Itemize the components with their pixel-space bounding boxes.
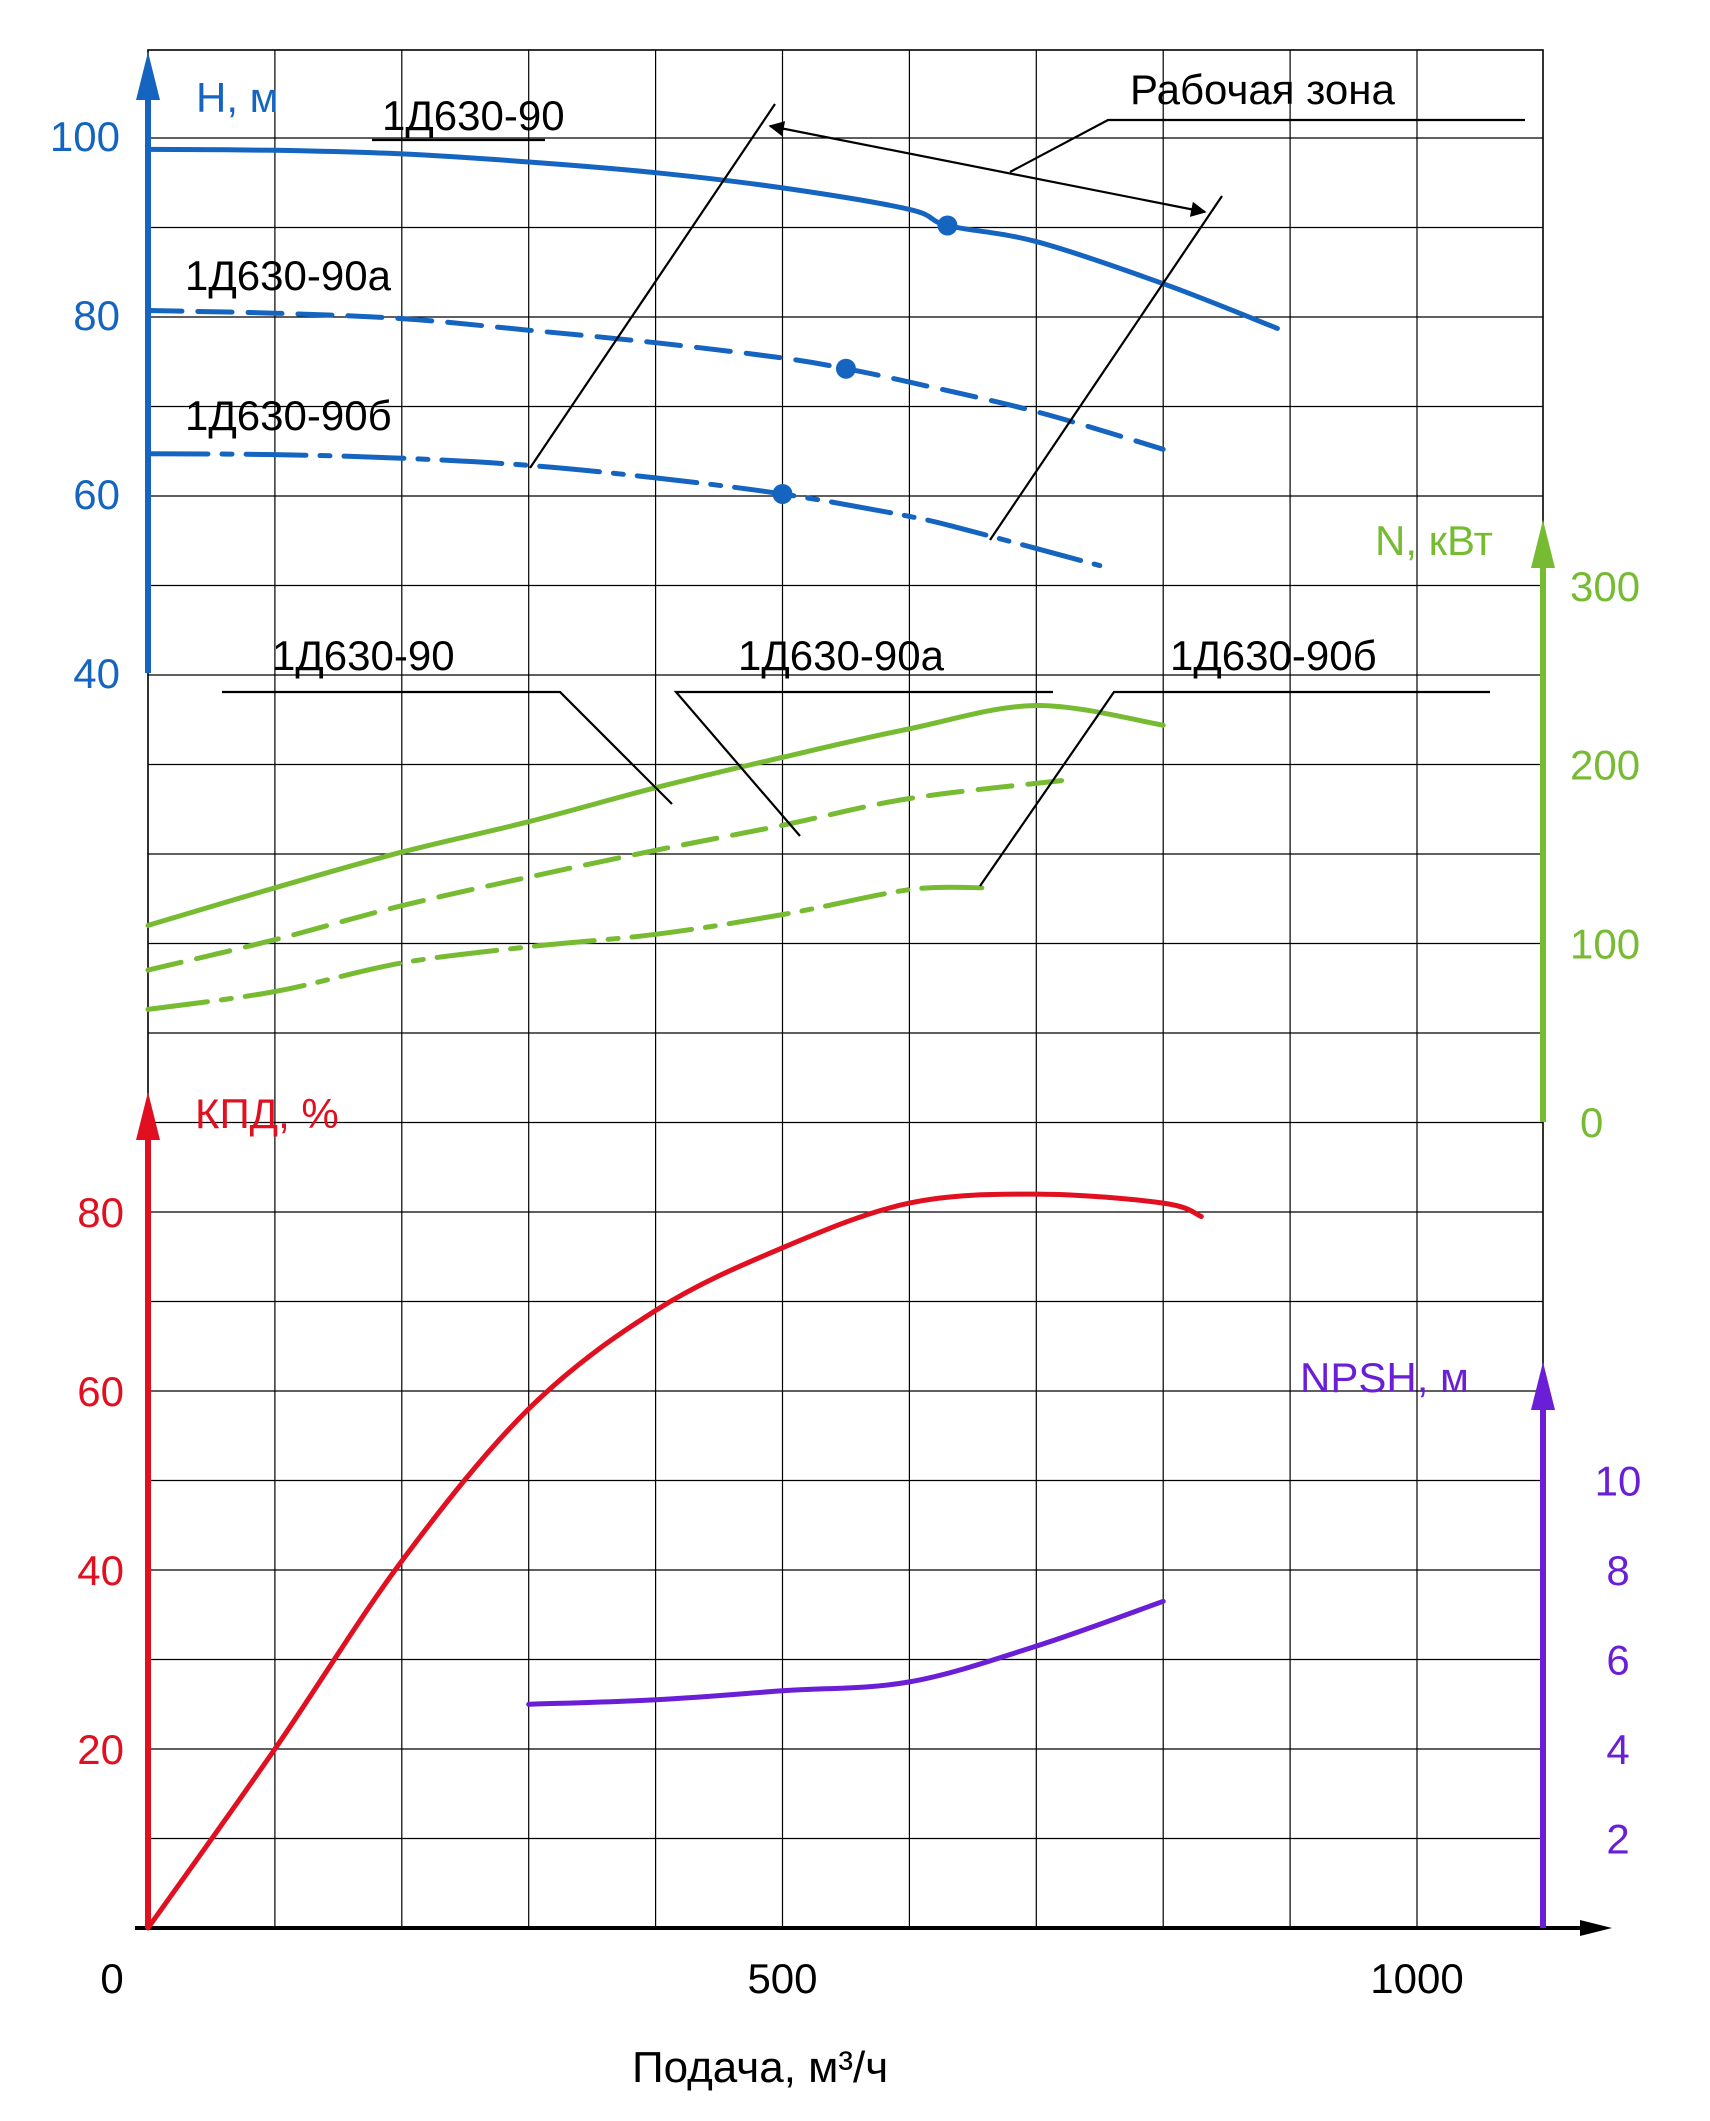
efficiency-axis-arrowhead: [136, 1092, 160, 1140]
grid: [147, 49, 1544, 1929]
head-tick-label: 100: [50, 113, 120, 160]
efficiency-tick-label: 80: [77, 1189, 124, 1236]
working-zone-span-arrow: [768, 121, 1207, 217]
efficiency-tick-label: 60: [77, 1368, 124, 1415]
working-zone-left-boundary: [529, 103, 776, 469]
power-tick-label: 0: [1580, 1099, 1603, 1146]
npsh-axis-label: NPSH, м: [1300, 1354, 1469, 1401]
power-tick-label: 200: [1570, 742, 1640, 789]
power-label-1d630-90b: 1Д630-90б: [1170, 632, 1377, 679]
efficiency-series-1: [145, 1191, 1204, 1931]
head-axis-arrowhead: [136, 52, 160, 100]
x-tick-label: 500: [747, 1955, 817, 2002]
head-label-1d630-90b: 1Д630-90б: [185, 392, 392, 439]
head-axis-label: H, м: [196, 74, 279, 121]
power-axis-arrowhead: [1531, 520, 1555, 568]
efficiency-axis-label: КПД, %: [195, 1090, 339, 1137]
power-series-2: [145, 778, 1065, 973]
working-zone-label: Рабочая зона: [1130, 66, 1395, 113]
head-duty-point-3: [772, 484, 793, 504]
head-tick-label: 80: [73, 292, 120, 339]
head-duty-point-1: [937, 215, 958, 236]
power-axis-label: N, кВт: [1375, 517, 1493, 564]
npsh-tick-label: 6: [1606, 1637, 1629, 1684]
annotations: [222, 103, 1525, 887]
power-tick-label: 100: [1570, 920, 1640, 967]
x-axis-arrowhead: [1580, 1920, 1612, 1936]
working-zone-right-boundary: [989, 195, 1223, 541]
head-series-1: [145, 146, 1280, 331]
x-tick-label: 0: [100, 1955, 123, 2002]
power-label-1d630-90: 1Д630-90: [272, 632, 455, 679]
power-leader-1d630-90a: [673, 690, 1053, 837]
working-zone-leader: [1009, 118, 1525, 173]
power-leader-1d630-90: [222, 690, 673, 805]
head-label-1d630-90: 1Д630-90: [382, 92, 565, 139]
head-series-2: [145, 308, 1166, 452]
efficiency-tick-label: 40: [77, 1547, 124, 1594]
x-axis-label: Подача, м³/ч: [632, 2043, 888, 2092]
npsh-tick-label: 10: [1595, 1458, 1642, 1505]
head-label-1d630-90a: 1Д630-90а: [185, 252, 392, 299]
power-tick-label: 300: [1570, 563, 1640, 610]
npsh-axis-arrowhead: [1531, 1362, 1555, 1410]
npsh-tick-label: 4: [1606, 1726, 1629, 1773]
npsh-series-1: [526, 1598, 1166, 1707]
power-label-1d630-90a: 1Д630-90а: [738, 632, 945, 679]
axes: 0 500 100010080604030020010008060402010864…: [50, 52, 1641, 2002]
head-series-3: [145, 451, 1103, 569]
npsh-tick-label: 2: [1606, 1816, 1629, 1863]
power-leader-1d630-90b: [979, 690, 1490, 887]
head-tick-label: 40: [73, 650, 120, 697]
npsh-tick-label: 8: [1606, 1547, 1629, 1594]
efficiency-tick-label: 20: [77, 1726, 124, 1773]
x-tick-label: 1000: [1370, 1955, 1463, 2002]
head-tick-label: 60: [73, 471, 120, 518]
power-series-3: [145, 884, 988, 1012]
head-duty-point-2: [835, 358, 856, 379]
plot-frame: [147, 49, 1544, 1929]
